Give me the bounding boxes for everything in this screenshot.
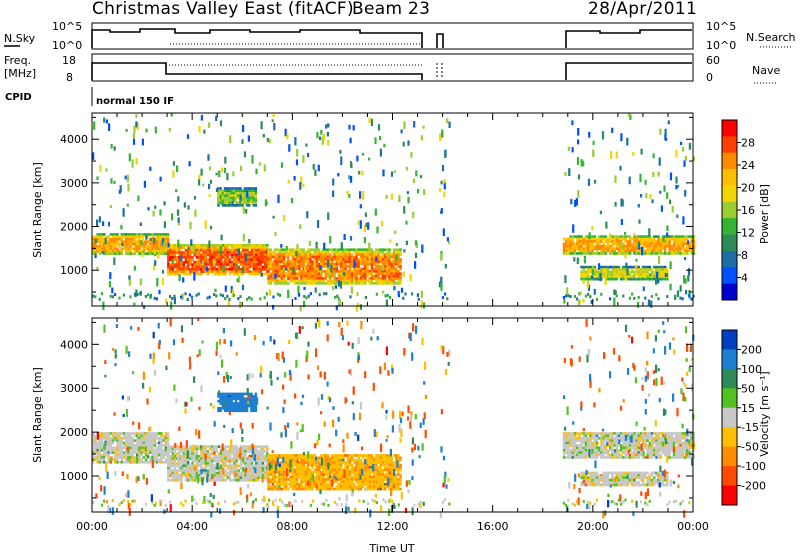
power-panel: 4000 3000 2000 1000 Slant Range [km] [31, 113, 695, 312]
nsearch-label: N.Search [746, 31, 796, 44]
nave-tick-top: 60 [706, 54, 720, 67]
velocity-colorbar-segment [722, 447, 737, 467]
cpid-mode-label: normal 150 IF [96, 96, 174, 107]
station-title: Christmas Valley East (fitACF) [92, 0, 354, 19]
x-tick-label: 12:00 [377, 520, 409, 533]
x-tick-label: 16:00 [477, 520, 509, 533]
power-echo-region [167, 244, 269, 276]
x-tick-label: 00:00 [76, 520, 108, 533]
power-colorbar-label: Power [dB] [758, 184, 771, 244]
power-colorbar-tick-label: 4 [741, 272, 748, 285]
power-ylabel: Slant Range [km] [31, 162, 44, 258]
x-tick-label: 20:00 [577, 520, 609, 533]
velocity-colorbar-tick-label: -50 [741, 441, 759, 454]
velocity-echo-region [92, 432, 169, 464]
y-tick-label: 1000 [60, 264, 88, 277]
nsky-label: N.Sky [4, 32, 36, 45]
velocity-colorbar-segment [722, 369, 737, 389]
date-title: 28/Apr/2011 [588, 0, 697, 19]
count-tick-bottom-right: 10^0 [706, 39, 736, 52]
velocity-colorbar-tick-label: 50 [741, 382, 755, 395]
power-colorbar-segment [722, 136, 737, 153]
nave-label: Nave [752, 64, 780, 77]
freq-trace [92, 63, 692, 80]
velocity-colorbar-tick-label: 200 [741, 343, 762, 356]
y-tick-label: 4000 [60, 133, 88, 146]
freq-panel: Freq. [MHz] 18 8 60 0 Nave [4, 54, 780, 84]
time-axis-label: Time UT [368, 542, 414, 554]
power-colorbar-segment [722, 169, 737, 186]
freq-tick-top: 18 [62, 54, 76, 67]
velocity-ylabel: Slant Range [km] [31, 367, 44, 463]
freq-label: Freq. [4, 54, 31, 67]
x-tick-label: 04:00 [176, 520, 208, 533]
power-colorbar-segment [722, 218, 737, 235]
power-colorbar-tick-label: 12 [741, 227, 755, 240]
velocity-data-layer [92, 318, 695, 518]
power-colorbar-tick-label: 20 [741, 182, 755, 195]
velocity-colorbar-segment [722, 466, 737, 486]
power-colorbar-segment [722, 251, 737, 268]
power-colorbar-segment [722, 235, 737, 252]
y-tick-label: 1000 [60, 470, 88, 483]
velocity-colorbar-tick-label: -15 [741, 421, 759, 434]
velocity-colorbar-segment [722, 330, 737, 350]
velocity-colorbar-segment [722, 486, 737, 506]
power-colorbar-segment [722, 202, 737, 219]
beam-title: Beam 23 [352, 0, 430, 19]
y-tick-label: 3000 [60, 177, 88, 190]
y-tick-label: 2000 [60, 426, 88, 439]
x-tick-label: 00:00 [677, 520, 709, 533]
count-tick-top-left: 10^5 [52, 20, 82, 33]
power-colorbar-segment [722, 153, 737, 170]
nsky-panel: N.Sky 10^5 10^0 10^5 10^0 N.Search [4, 20, 796, 52]
velocity-colorbar-segment [722, 388, 737, 408]
nsky-trace [92, 29, 692, 48]
velocity-panel: 4000 3000 2000 1000 00:00 04:00 08:00 12:00 16:… [31, 318, 709, 554]
velocity-colorbar-segment [722, 349, 737, 369]
velocity-echo-region [563, 432, 695, 459]
power-colorbar-segment [722, 185, 737, 202]
velocity-colorbar-segment [722, 408, 737, 428]
velocity-echo-region [580, 472, 668, 487]
velocity-colorbar-segment [722, 427, 737, 447]
power-colorbar-segment [722, 267, 737, 284]
cpid-label: CPID [5, 92, 32, 103]
power-echo-region [217, 187, 257, 207]
freq-unit-label: [MHz] [4, 67, 36, 80]
power-colorbar-tick-label: 8 [741, 249, 748, 262]
power-echo-region [267, 248, 402, 284]
power-colorbar-tick-label: 28 [741, 137, 755, 150]
velocity-colorbar-label: Velocity [m s⁻¹] [758, 371, 771, 456]
y-tick-label: 4000 [60, 338, 88, 351]
power-echo-region [563, 235, 695, 255]
x-tick-label: 08:00 [276, 520, 308, 533]
power-colorbar-tick-label: 24 [741, 159, 755, 172]
power-data-layer [92, 113, 695, 312]
y-tick-label: 3000 [60, 382, 88, 395]
velocity-colorbar-tick-label: -100 [741, 460, 766, 473]
y-tick-label: 2000 [60, 221, 88, 234]
power-colorbar: 28 24 20 16 12 8 4 [722, 120, 755, 300]
freq-tick-bottom: 8 [66, 71, 73, 84]
nave-tick-bottom: 0 [706, 71, 713, 84]
velocity-colorbar-tick-label: 15 [741, 402, 755, 415]
count-tick-bottom-left: 10^0 [52, 39, 82, 52]
power-colorbar-segment [722, 284, 737, 301]
cpid-row: CPID normal 150 IF [5, 87, 174, 107]
power-colorbar-segment [722, 120, 737, 137]
power-colorbar-tick-label: 16 [741, 204, 755, 217]
count-tick-top-right: 10^5 [706, 20, 736, 33]
velocity-colorbar-tick-label: -200 [741, 480, 766, 493]
